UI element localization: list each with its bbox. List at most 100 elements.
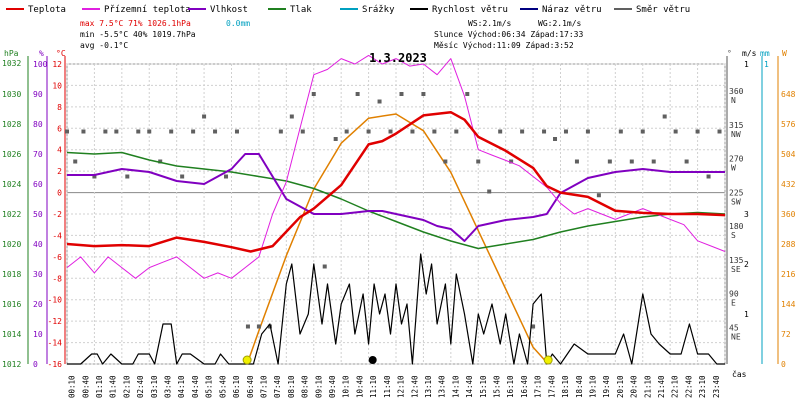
temperature-tick-label: 10 (52, 81, 62, 90)
time-tick-label: 20:40 (630, 375, 639, 398)
time-tick-label: 01:40 (109, 375, 118, 398)
wind-direction-point (311, 92, 316, 96)
sunrise-marker (242, 355, 252, 365)
solar-tick-label: 72 (781, 330, 791, 339)
pressure-tick-label: 1022 (2, 210, 21, 219)
wind-direction-point (662, 114, 667, 119)
humidity-tick-label: 20 (33, 300, 43, 309)
wind-direction-point (114, 129, 119, 134)
time-tick-label: 03:40 (164, 375, 173, 398)
wind-direction-point (191, 129, 196, 134)
time-tick-label: 05:40 (218, 375, 227, 398)
time-tick-label: 03:10 (150, 375, 159, 398)
wind-direction-point (65, 129, 69, 134)
wind-direction-point (125, 174, 130, 179)
humidity-tick-label: 80 (33, 120, 43, 129)
wind-direction-point (443, 159, 448, 164)
wind-direction-point (618, 129, 623, 134)
solar-tick-label: 576 (781, 120, 796, 129)
time-tick-label: 17:40 (547, 375, 556, 398)
wind-direction-point (498, 129, 503, 134)
pressure-tick-label: 1030 (2, 90, 21, 99)
temperature-tick-label: 6 (57, 124, 62, 133)
time-tick-label: 00:40 (81, 375, 90, 398)
time-tick-label: 06:10 (232, 375, 241, 398)
wind-direction-point (629, 159, 634, 164)
humidity-tick-label: 10 (33, 330, 43, 339)
pressure-tick-label: 1032 (2, 59, 21, 68)
wind-direction-point (520, 129, 525, 134)
plot-area (65, 54, 726, 365)
time-tick-label: 12:40 (410, 375, 419, 398)
direction-tick-name: E (731, 299, 736, 308)
stats-moon: Měsíc Východ:11:09 Západ:3:52 (434, 41, 574, 50)
wind-direction-point (596, 193, 601, 198)
solar-tick-label: 504 (781, 150, 796, 159)
wind-direction-point (202, 114, 207, 119)
temperature-axis-label: °C (56, 49, 66, 58)
solar-radiation-line (246, 113, 549, 365)
direction-axis-label: ° (727, 49, 732, 58)
wind-direction-point (73, 159, 78, 164)
temperature-tick-label: -16 (48, 360, 63, 369)
wind-direction-point (695, 129, 700, 134)
solar-tick-label: 288 (781, 240, 796, 249)
legend-label: Vlhkost (210, 5, 248, 15)
temperature-tick-label: 2 (57, 167, 62, 176)
legend-label: Přízemní teplota (104, 5, 191, 15)
time-tick-label: 01:10 (95, 375, 104, 398)
direction-tick-label: 315 (729, 121, 744, 130)
wind-direction-point (278, 129, 283, 134)
humidity-tick-label: 40 (33, 240, 43, 249)
wind-direction-point (103, 129, 108, 134)
time-tick-label: 16:40 (520, 375, 529, 398)
legend-label: Rychlost větru (432, 5, 508, 15)
wind-direction-point (673, 129, 678, 134)
humidity-tick-label: 90 (33, 90, 43, 99)
time-tick-label: 11:10 (369, 375, 378, 398)
time-tick-label: 07:40 (273, 375, 282, 398)
humidity-tick-label: 100 (33, 60, 48, 69)
humidity-axis-label: % (39, 49, 44, 58)
pressure-tick-label: 1024 (2, 180, 21, 189)
time-tick-label: 07:10 (259, 375, 268, 398)
wind-direction-point (377, 99, 382, 104)
time-tick-label: 06:40 (246, 375, 255, 398)
pressure-line (66, 151, 726, 250)
time-tick-label: 13:40 (438, 375, 447, 398)
humidity-tick-label: 0 (33, 360, 38, 369)
stats-max: max 7.5°C 71% 1026.1hPa (80, 19, 191, 28)
temperature-tick-label: -6 (52, 253, 62, 262)
humidity-tick-label: 50 (33, 210, 43, 219)
time-tick-label: 22:10 (671, 375, 680, 398)
wind-direction-point (421, 92, 426, 96)
wind-axis-label: m/s (742, 49, 757, 58)
time-tick-label: 04:10 (177, 375, 186, 398)
axes: hPa% °C ° m/s mm Wčas103210301028102610241022… (2, 49, 796, 398)
solar-axis-label: W (782, 49, 787, 58)
time-tick-label: 16:10 (506, 375, 515, 398)
legend-label: Směr větru (636, 5, 690, 15)
temperature-line (66, 110, 726, 253)
ground-temperature-line (66, 54, 726, 279)
pressure-tick-label: 1012 (2, 360, 21, 369)
wind-direction-point (224, 174, 229, 179)
wind-direction-point (487, 189, 492, 194)
wind-direction-point (476, 159, 481, 164)
humidity-tick-label: 70 (33, 150, 43, 159)
stats-sun: Slunce Východ:06:34 Západ:17:33 (434, 30, 583, 39)
wind-direction-point (158, 159, 163, 164)
wind-direction-point (180, 174, 185, 179)
wind-direction-point (136, 129, 141, 134)
wind-direction-point (410, 129, 415, 134)
wind-direction-point (256, 324, 261, 329)
wind-direction-point (651, 159, 656, 164)
legend-label: Tlak (290, 5, 312, 15)
wind-direction-point (366, 129, 371, 134)
stats-avg: avg -0.1°C (80, 41, 128, 50)
wind-direction-point (531, 324, 536, 329)
stats-precip: 0.0mm (226, 19, 250, 28)
legend: Teplota Přízemní teplota Vlhkost Tlak Srážky… (6, 5, 690, 15)
direction-tick-label: 225 (729, 188, 744, 197)
